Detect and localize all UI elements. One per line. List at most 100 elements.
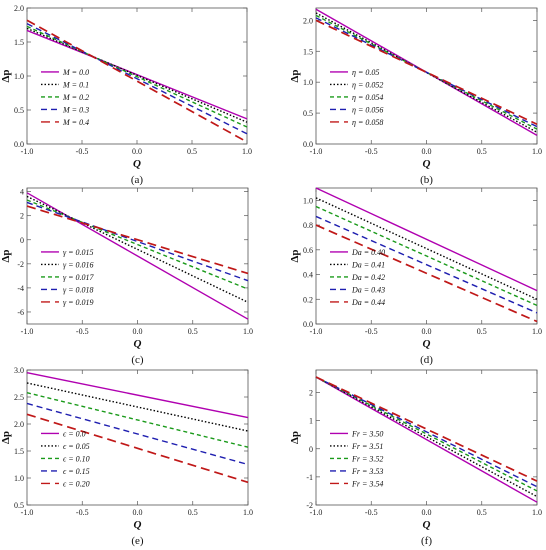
x-tick-label: -1.0: [21, 147, 34, 156]
series-line: [315, 376, 538, 503]
legend-label: γ = 0.017: [63, 273, 95, 282]
series-line: [315, 224, 538, 323]
series-line: [315, 17, 538, 128]
y-tick-label: 0.0: [303, 140, 313, 149]
legend-label: Da = 0.40: [351, 248, 385, 257]
y-tick-label: 2: [20, 212, 24, 221]
y-axis-label: Δp: [289, 69, 301, 82]
y-tick-label: 1.5: [14, 447, 24, 456]
x-tick-label: 0.5: [477, 327, 487, 336]
y-tick-label: 0: [309, 445, 313, 454]
x-axis-label: Q: [423, 158, 431, 170]
y-tick-label: 4: [20, 188, 24, 197]
y-axis-label: Δp: [289, 249, 301, 262]
legend-label: γ = 0.018: [63, 285, 94, 294]
x-tick-label: 1.0: [243, 508, 253, 517]
x-tick-label: -1.0: [310, 508, 323, 517]
x-tick-label: 1.0: [242, 147, 252, 156]
x-tick-label: -1.0: [310, 147, 323, 156]
x-tick-label: 1.0: [532, 508, 542, 517]
series-line: [26, 27, 248, 123]
panel-caption: (e): [131, 535, 144, 547]
y-tick-label: -4: [17, 284, 24, 293]
x-axis-label: Q: [423, 519, 431, 531]
legend-label: γ = 0.016: [63, 260, 94, 269]
series-line: [26, 25, 248, 128]
series-line: [315, 376, 538, 488]
series-line: [26, 195, 249, 303]
x-tick-label: 0.5: [477, 147, 487, 156]
x-tick-label: 0.0: [422, 147, 432, 156]
y-tick-label: 0.8: [303, 221, 313, 230]
series-line: [26, 23, 248, 135]
x-tick-label: 0.0: [422, 327, 432, 336]
series-line: [26, 413, 249, 484]
x-axis-label: Q: [133, 158, 141, 170]
legend-label: ϵ = 0.05: [63, 442, 90, 451]
x-tick-label: -0.5: [76, 147, 89, 156]
legend-label: η = 0.058: [352, 118, 383, 127]
legend-label: Fr = 3.53: [351, 467, 383, 476]
legend-label: Da = 0.41: [351, 260, 385, 269]
legend-label: Da = 0.43: [351, 285, 385, 294]
legend-label: Da = 0.42: [351, 273, 385, 282]
panel-caption: (f): [421, 535, 432, 547]
series-line: [26, 192, 249, 320]
y-axis-label: Δp: [0, 431, 12, 444]
x-tick-label: -1.0: [21, 327, 34, 336]
legend-label: γ = 0.019: [63, 298, 94, 307]
y-tick-label: 0.2: [303, 295, 313, 304]
x-tick-label: 0.5: [187, 147, 197, 156]
x-tick-label: 1.0: [532, 147, 542, 156]
x-tick-label: -1.0: [310, 327, 323, 336]
y-tick-label: 2.0: [303, 16, 313, 25]
x-tick-label: -0.5: [76, 327, 89, 336]
y-tick-label: -2: [17, 260, 24, 269]
legend-label: γ = 0.015: [63, 248, 94, 257]
y-tick-label: -6: [17, 308, 24, 317]
series-line: [315, 376, 538, 482]
y-tick-label: 0.4: [303, 271, 313, 280]
y-tick-label: 1.0: [14, 72, 24, 81]
x-axis-label: Q: [423, 338, 431, 350]
y-tick-label: -2: [306, 501, 313, 510]
x-tick-label: 0.0: [133, 327, 143, 336]
y-tick-label: 1.5: [303, 47, 313, 56]
plot-frame: [315, 369, 538, 506]
chart-panel-2: -1.0 -0.5 0.0 0.5 1.0 0.0 0.5 1.0 1.5 2.0 Q Δp η = 0…: [289, 7, 542, 186]
chart-panel-4: -1.0 -0.5 0.0 0.5 1.0 0.0 0.2 0.4 0.6 0.8 1.0 Q Δp Da…: [289, 187, 542, 366]
series-line: [26, 19, 248, 143]
series-line: [315, 197, 538, 300]
y-tick-label: 0.0: [14, 140, 24, 149]
legend-label: η = 0.054: [352, 93, 383, 102]
legend-label: ϵ = 0.15: [63, 467, 90, 476]
series-line: [26, 392, 249, 448]
panel-caption: (a): [131, 174, 144, 186]
y-axis-label: Δp: [0, 69, 12, 82]
y-tick-label: 0.6: [303, 246, 313, 255]
series-line: [26, 372, 249, 419]
chart-panel-6: -1.0 -0.5 0.0 0.5 1.0 -2 -1 0 1 2 Q Δp Fr = 3.50 Fr =…: [289, 369, 542, 547]
y-tick-label: 2.5: [14, 393, 24, 402]
panel-caption: (b): [420, 174, 433, 186]
legend-label: ϵ = 0.20: [63, 479, 90, 488]
y-tick-label: 1: [309, 417, 313, 426]
legend-label: M = 0.0: [62, 68, 89, 77]
x-axis-label: Q: [134, 338, 142, 350]
x-tick-label: 1.0: [243, 327, 253, 336]
plot-frame: [26, 369, 249, 506]
legend-label: η = 0.056: [352, 105, 383, 114]
x-tick-label: -0.5: [365, 508, 378, 517]
legend-label: Fr = 3.51: [351, 442, 383, 451]
chart-panel-5: -1.0 -0.5 0.0 0.5 1.0 0.5 1.0 1.5 2.0 2.5 3.0 Q Δp ϵ …: [0, 366, 253, 547]
chart-panel-1: -1.0 -0.5 0.0 0.5 1.0 0.0 0.5 1.0 1.5 2.0 Q Δp M = 0…: [0, 4, 252, 186]
y-tick-label: 2: [309, 389, 313, 398]
legend-label: M = 0.3: [62, 105, 89, 114]
legend-label: M = 0.4: [62, 118, 89, 127]
y-tick-label: -1: [306, 473, 313, 482]
series-line: [315, 376, 538, 498]
panel-caption: (d): [420, 354, 433, 366]
y-tick-label: 2.0: [14, 420, 24, 429]
legend-label: Da = 0.44: [351, 298, 385, 307]
